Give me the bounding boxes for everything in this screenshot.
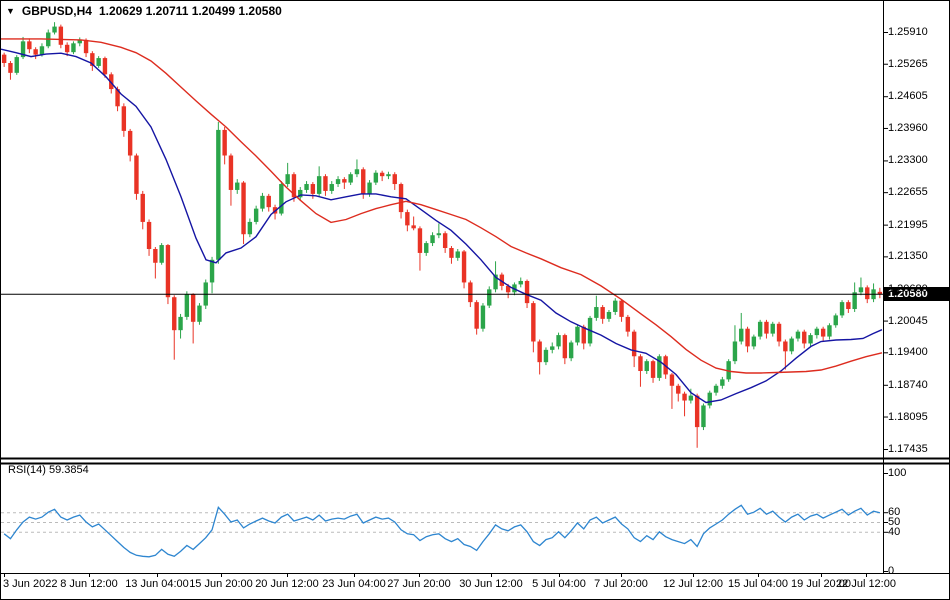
price-axis-label: 1.17435: [888, 442, 928, 455]
price-axis-label: 1.21350: [888, 250, 928, 263]
price-axis-label: 1.18740: [888, 378, 928, 391]
current-price-badge: 1.20580: [884, 287, 949, 302]
price-axis-label: 1.25910: [888, 26, 928, 38]
time-axis-label: 27 Jun 20:00: [387, 578, 451, 590]
price-axis-label: 1.18095: [888, 410, 928, 423]
price-axis-label: 1.25265: [888, 57, 928, 70]
rsi-axis-label: 50: [888, 516, 901, 528]
candles-layer: [1, 22, 883, 448]
chart-title: ▼ GBPUSD,H4 1.20629 1.20711 1.20499 1.20…: [6, 4, 282, 18]
price-axis-label: 1.20045: [888, 314, 928, 327]
rsi-axis-label: 100: [888, 467, 907, 479]
symbol-period-label: GBPUSD,H4: [21, 4, 92, 18]
time-axis-label: 19 Jul 20:00: [791, 578, 851, 590]
ma-slow-red: [1, 38, 883, 374]
time-axis-label: 13 Jun 04:00: [125, 578, 189, 590]
rsi-axis-label: 60: [888, 506, 901, 519]
price-axis-label: 1.20680: [888, 283, 928, 296]
time-axis-label: 8 Jun 12:00: [60, 578, 118, 590]
price-axis-label: 1.23960: [888, 121, 928, 134]
rsi-axis-label: 40: [888, 525, 901, 538]
time-axis-label: 15 Jul 04:00: [728, 578, 788, 590]
time-axis-label: 5 Jul 04:00: [532, 578, 586, 590]
symbol-dropdown-icon[interactable]: ▼: [6, 6, 15, 16]
time-axis-label: 23 Jun 04:00: [322, 578, 386, 590]
price-axis-label: 1.19400: [888, 346, 928, 359]
time-axis-label: 3 Jun 2022: [3, 578, 58, 590]
rsi-indicator-label: RSI(14) 59.3854: [8, 464, 89, 476]
time-axis-label: 20 Jun 12:00: [255, 578, 319, 590]
time-axis-label: 22 Jul 12:00: [836, 578, 896, 590]
price-axis-label: 1.21995: [888, 218, 928, 231]
time-axis-label: 30 Jun 12:00: [459, 578, 523, 590]
time-axis-label: 7 Jul 20:00: [594, 578, 648, 590]
rsi-line: [3, 504, 881, 558]
ma-fast-blue: [1, 48, 883, 404]
rsi-axis-label: 0: [888, 565, 895, 577]
price-axis-label: 1.22655: [888, 186, 928, 199]
ohlc-values: 1.20629 1.20711 1.20499 1.20580: [98, 4, 282, 18]
time-axis-label: 12 Jul 12:00: [663, 578, 723, 590]
time-axis-label: 15 Jun 20:00: [189, 578, 253, 590]
price-axis-label: 1.23300: [888, 154, 928, 167]
price-axis-label: 1.24605: [888, 90, 928, 103]
